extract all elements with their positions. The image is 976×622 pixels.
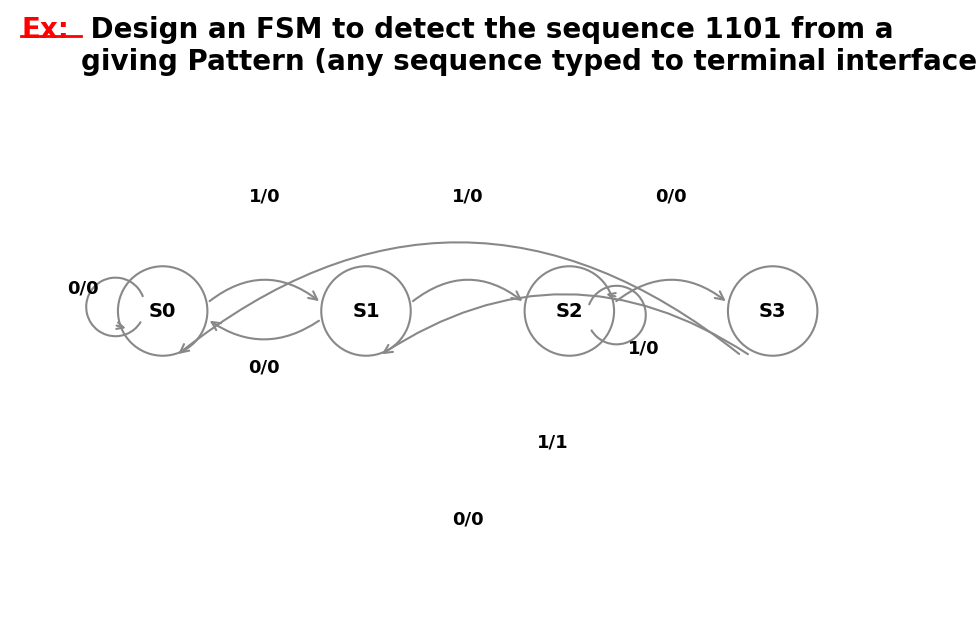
Text: Ex:: Ex: xyxy=(21,16,69,44)
Text: 0/0: 0/0 xyxy=(452,510,483,528)
FancyArrowPatch shape xyxy=(210,280,317,301)
FancyArrowPatch shape xyxy=(616,280,724,301)
Text: 0/0: 0/0 xyxy=(66,279,99,297)
FancyArrowPatch shape xyxy=(181,243,739,354)
Text: 1/0: 1/0 xyxy=(249,187,280,205)
Text: S3: S3 xyxy=(759,302,787,320)
FancyArrowPatch shape xyxy=(212,321,319,340)
Text: 1/0: 1/0 xyxy=(452,187,483,205)
Text: S2: S2 xyxy=(555,302,583,320)
Text: 1/0: 1/0 xyxy=(628,339,660,357)
Text: 0/0: 0/0 xyxy=(655,187,687,205)
Text: 0/0: 0/0 xyxy=(249,358,280,376)
FancyArrowPatch shape xyxy=(384,294,748,354)
Text: S0: S0 xyxy=(149,302,177,320)
Text: 1/1: 1/1 xyxy=(537,434,569,452)
Text: S1: S1 xyxy=(352,302,380,320)
FancyArrowPatch shape xyxy=(413,280,520,301)
Text: Design an FSM to detect the sequence 1101 from a
giving Pattern (any sequence ty: Design an FSM to detect the sequence 110… xyxy=(81,16,976,76)
